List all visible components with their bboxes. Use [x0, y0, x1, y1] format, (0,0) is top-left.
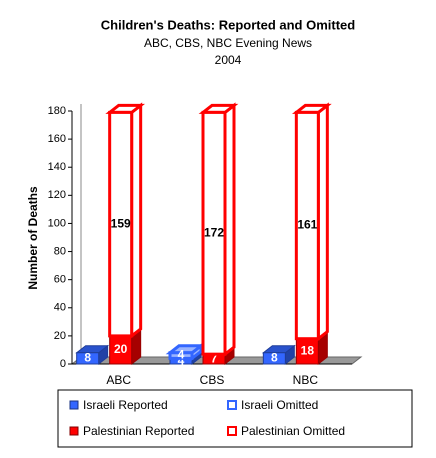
legend-swatch — [69, 400, 79, 410]
value-label: 18 — [301, 344, 315, 358]
chart-subtitle: ABC, CBS, NBC Evening News — [144, 36, 312, 50]
legend-box — [57, 389, 413, 448]
bar — [294, 110, 320, 341]
chart-title: Children's Deaths: Reported and Omitted — [101, 17, 356, 32]
y-tick-label: 0 — [60, 358, 66, 370]
y-axis-label: Number of Deaths — [26, 186, 40, 290]
x-tick-label: CBS — [200, 373, 225, 387]
value-label: 20 — [114, 342, 128, 356]
legend-label: Palestinian Omitted — [241, 424, 345, 438]
y-tick-label: 20 — [54, 330, 66, 342]
y-tick-label: 140 — [48, 161, 66, 173]
y-tick-label: 80 — [54, 245, 66, 257]
value-label: 159 — [111, 216, 131, 230]
legend-label: Palestinian Reported — [83, 424, 194, 438]
legend-swatch — [69, 426, 79, 436]
value-label: 172 — [204, 225, 224, 239]
bar — [76, 352, 100, 365]
bar — [262, 352, 286, 365]
value-label: 161 — [297, 218, 317, 232]
chart-subtitle: 2004 — [215, 53, 242, 67]
value-label: 8 — [271, 351, 278, 365]
y-tick-label: 120 — [48, 189, 66, 201]
legend-label: Israeli Omitted — [241, 398, 318, 412]
value-label: 7 — [211, 351, 218, 365]
legend-swatch — [227, 426, 237, 436]
value-label: 4 — [178, 348, 185, 362]
x-tick-label: NBC — [293, 373, 319, 387]
legend-label: Israeli Reported — [83, 398, 168, 412]
bar — [168, 351, 194, 360]
legend-swatch — [227, 400, 237, 410]
y-tick-label: 40 — [54, 302, 66, 314]
bar — [201, 110, 227, 356]
y-tick-label: 160 — [48, 133, 66, 145]
x-tick-label: ABC — [106, 373, 131, 387]
bar — [108, 110, 134, 338]
y-tick-label: 100 — [48, 217, 66, 229]
y-tick-label: 180 — [48, 105, 66, 117]
value-label: 8 — [84, 351, 91, 365]
value-label: 4 — [178, 353, 185, 367]
y-tick-label: 60 — [54, 274, 66, 286]
